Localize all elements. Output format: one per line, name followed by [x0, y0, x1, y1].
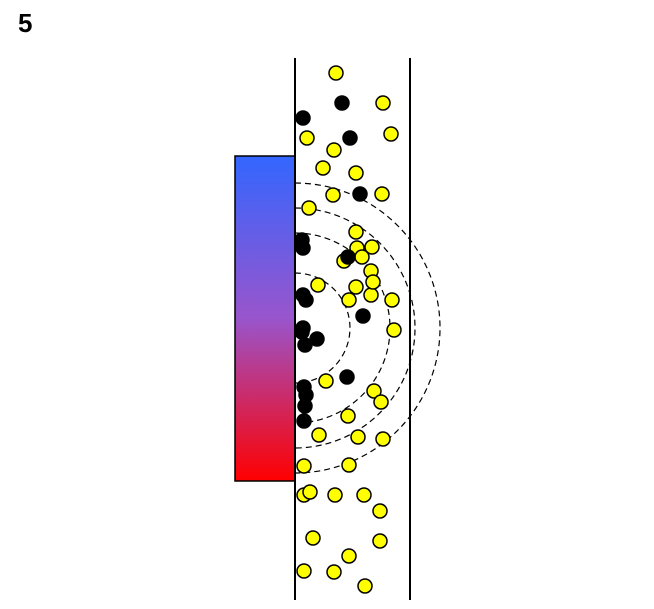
free-particle	[384, 292, 400, 308]
free-particle	[325, 187, 341, 203]
free-particle	[328, 65, 344, 81]
free-particle	[375, 95, 391, 111]
free-particle	[350, 429, 366, 445]
free-particle	[305, 530, 321, 546]
free-particle	[386, 322, 402, 338]
free-particle	[341, 548, 357, 564]
captured-particle	[296, 413, 312, 429]
free-particle	[366, 383, 382, 399]
free-particle	[318, 373, 334, 389]
captured-particle	[309, 331, 325, 347]
free-particle	[348, 165, 364, 181]
free-particle	[315, 160, 331, 176]
free-particle	[372, 503, 388, 519]
field-line-2	[294, 232, 391, 424]
free-particle	[341, 292, 357, 308]
free-particle	[383, 126, 399, 142]
free-particle	[375, 431, 391, 447]
captured-particle	[294, 324, 310, 340]
panel-label: 5	[18, 8, 33, 38]
captured-particle	[297, 337, 313, 353]
particles	[294, 65, 402, 594]
captured-particle	[334, 95, 350, 111]
free-particle	[296, 563, 312, 579]
captured-particle	[295, 240, 311, 256]
free-particle	[340, 408, 356, 424]
free-particle	[311, 427, 327, 443]
free-particle	[374, 186, 390, 202]
free-particle	[299, 130, 315, 146]
free-particle	[326, 564, 342, 580]
free-particle	[296, 458, 312, 474]
magnet	[234, 155, 296, 482]
captured-particle	[339, 369, 355, 385]
free-particle	[354, 249, 370, 265]
free-particle	[356, 487, 372, 503]
field-line-3	[294, 207, 416, 449]
free-particle	[348, 279, 364, 295]
captured-particle	[352, 186, 368, 202]
captured-particle	[298, 292, 314, 308]
free-particle	[341, 457, 357, 473]
free-particle	[301, 200, 317, 216]
free-particle	[372, 533, 388, 549]
free-particle	[373, 394, 389, 410]
free-particle	[327, 487, 343, 503]
captured-particle	[340, 249, 356, 265]
captured-particle	[355, 308, 371, 324]
free-particle	[348, 224, 364, 240]
free-particle	[310, 277, 326, 293]
free-particle	[302, 484, 318, 500]
free-particle	[365, 274, 381, 290]
free-particle	[326, 142, 342, 158]
free-particle	[364, 239, 380, 255]
captured-particle	[342, 130, 358, 146]
captured-particle	[298, 387, 314, 403]
free-particle	[363, 287, 379, 303]
captured-particle	[295, 110, 311, 126]
free-particle	[357, 578, 373, 594]
